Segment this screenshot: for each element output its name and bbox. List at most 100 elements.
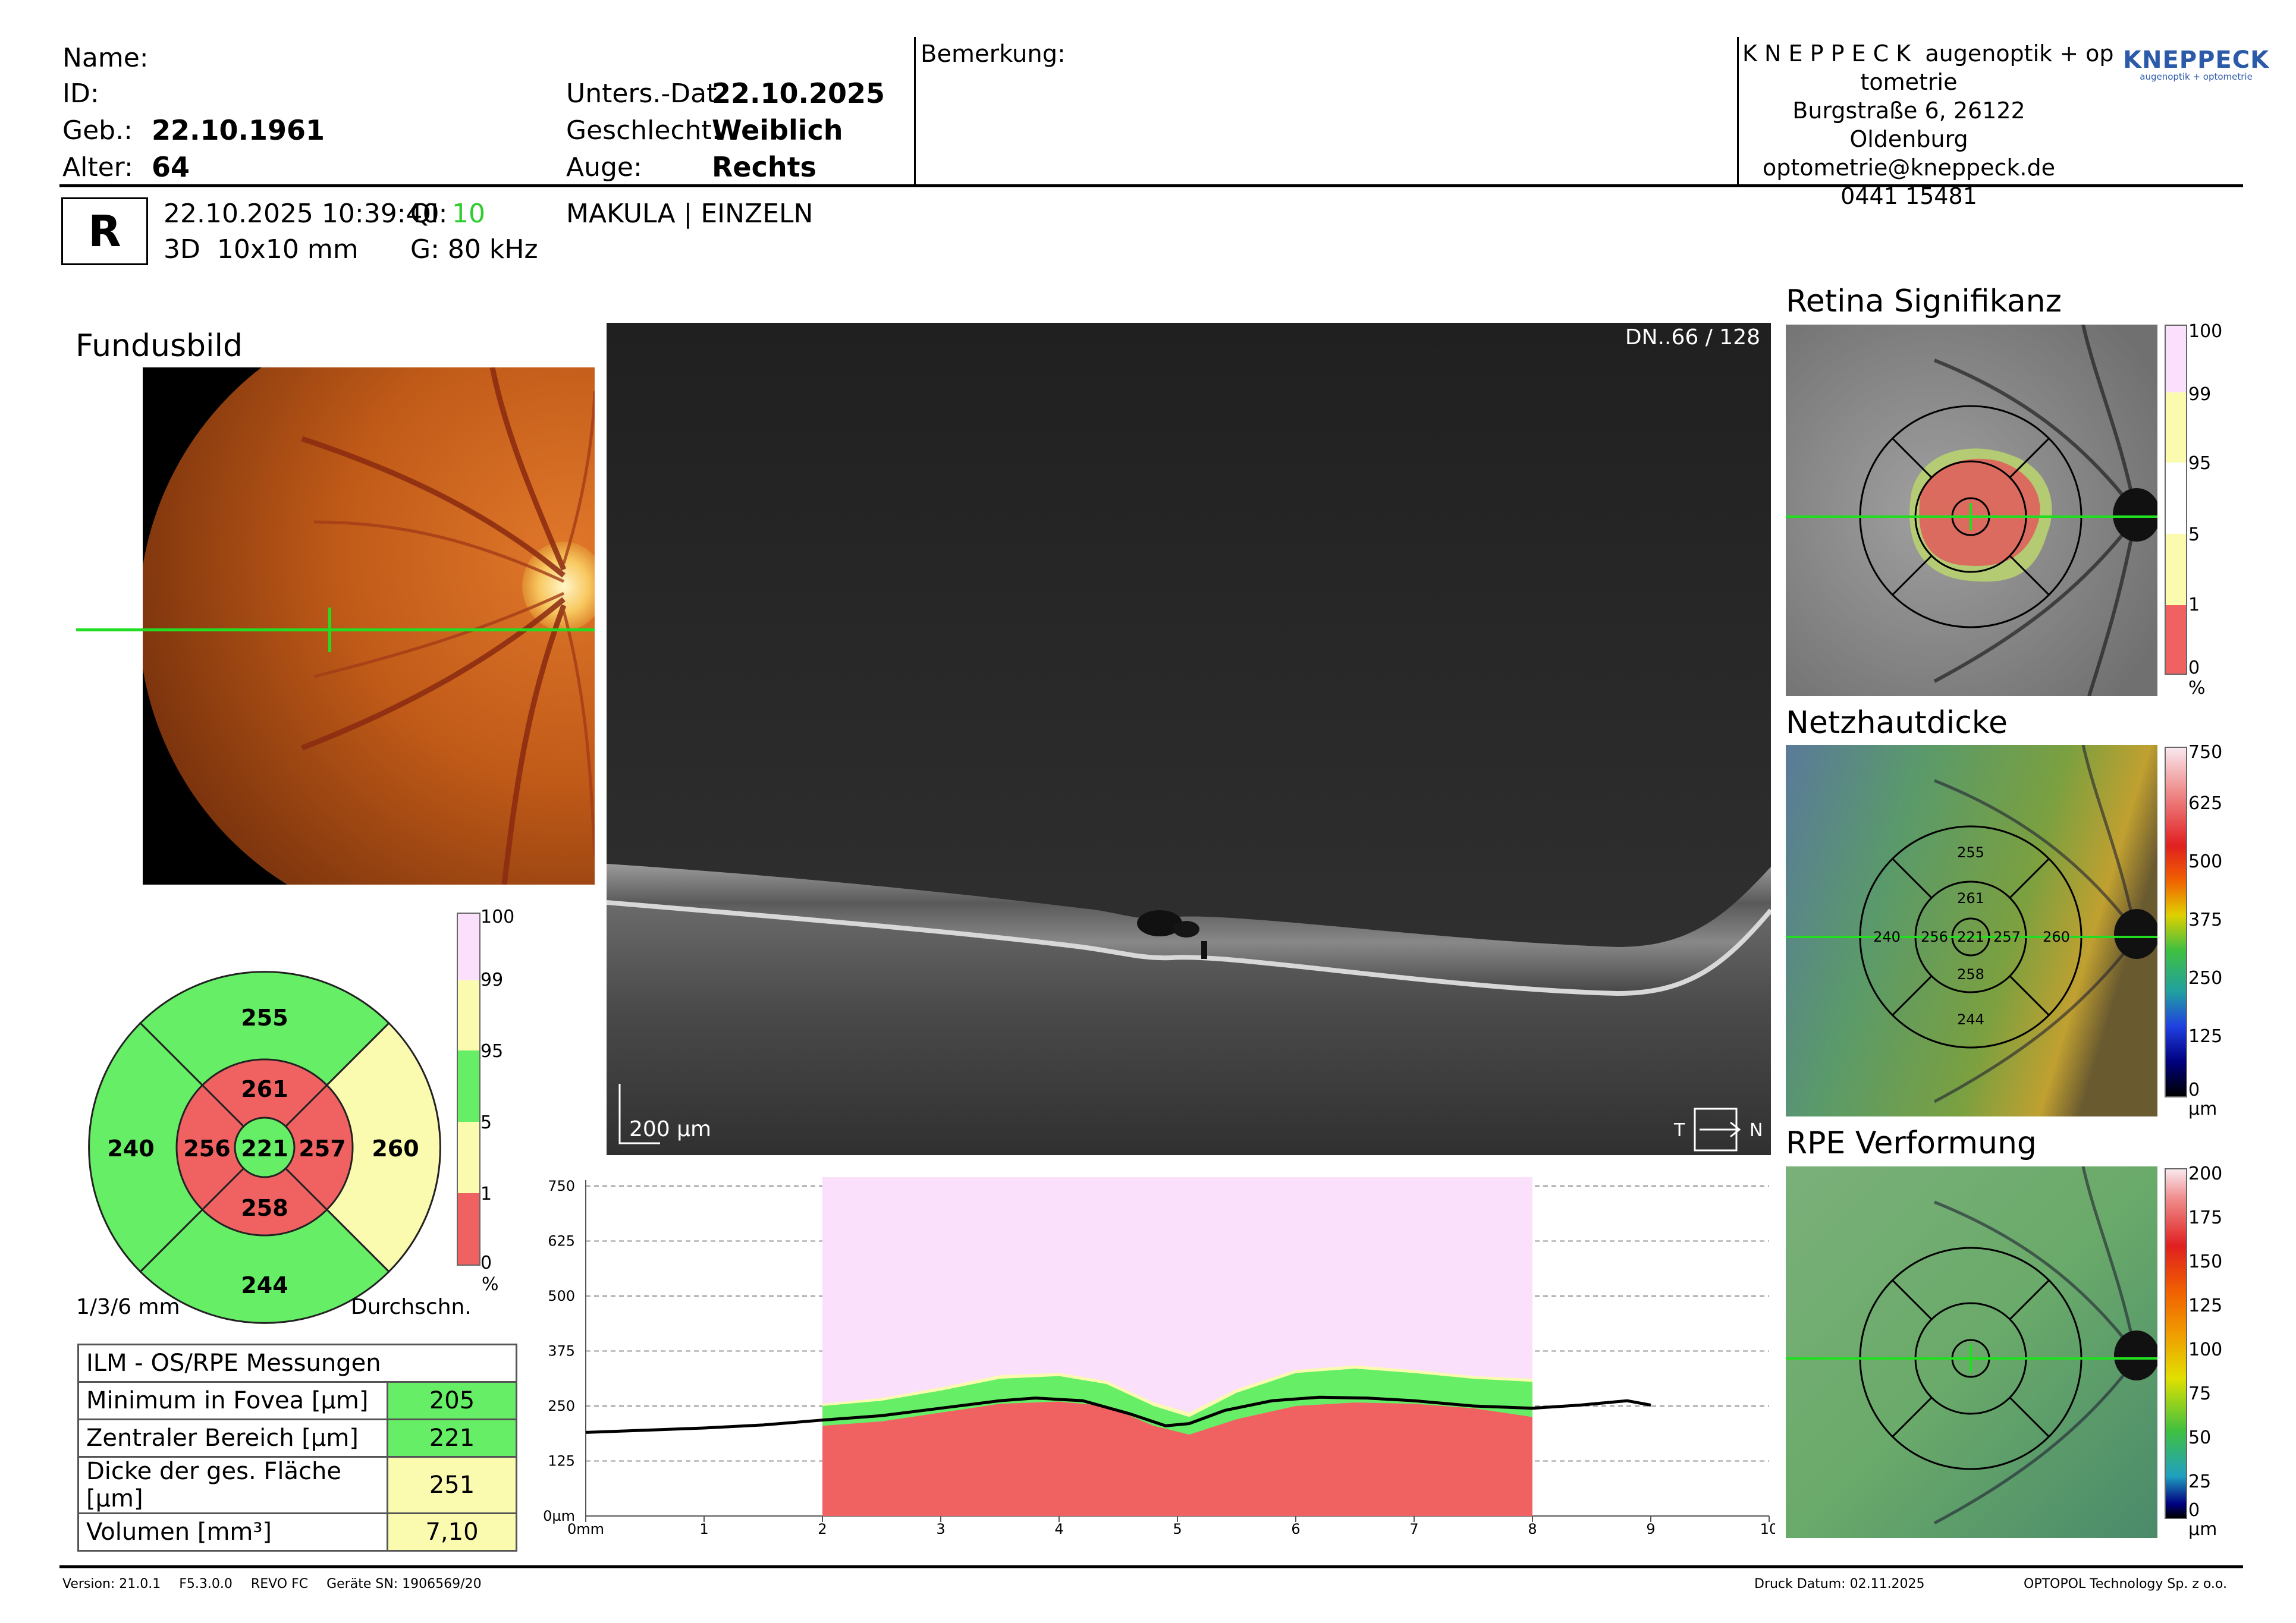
scale-label-100: 100 [480, 907, 515, 927]
tscale-125: 125 [2188, 1026, 2223, 1047]
sig-scale-pct: % [2188, 678, 2206, 699]
eye-value: Rechts [712, 151, 817, 183]
normative-band-red [822, 1401, 1532, 1516]
sex-value: Weiblich [712, 114, 843, 146]
id-label: ID: [62, 78, 99, 109]
y-tick-label: 125 [548, 1453, 575, 1470]
x-tick-label: 1 [699, 1521, 708, 1534]
tmap-outer-nas: 260 [2043, 929, 2070, 945]
y-tick-label: 500 [548, 1288, 575, 1304]
clinic-email: optometrie@kneppeck.de [1763, 155, 2055, 181]
scale-label-1: 1 [480, 1184, 492, 1204]
footer-company: OPTOPOL Technology Sp. z o.o. [2024, 1577, 2227, 1591]
rscale-125: 125 [2188, 1295, 2223, 1316]
footer-device: REVO FC [250, 1577, 309, 1591]
sector-scale-bar [457, 913, 480, 1266]
x-tick-label: 3 [936, 1521, 945, 1534]
clinic-address-block: K N E P P E C K augenoptik + op tometrie… [1742, 39, 2114, 210]
oct-dir-t: T [1673, 1120, 1685, 1141]
scan-speed: G: 80 kHz [410, 234, 538, 265]
clinic-phone: 0441 15481 [1840, 183, 1977, 209]
measurements-title: ILM - OS/RPE Messungen [77, 1344, 517, 1383]
oct-scale-bar [618, 1084, 660, 1144]
footer-print-date: Druck Datum: 02.11.2025 [1754, 1577, 1925, 1591]
exam-date-label: Unters.-Dat [566, 78, 717, 109]
y-tick-label: 0µm [543, 1508, 575, 1524]
tmap-outer-tmp: 240 [1873, 929, 1901, 945]
rpe-map-title: RPE Verformung [1786, 1125, 2037, 1161]
val-inner-superior: 261 [241, 1076, 288, 1102]
x-tick-label: 9 [1646, 1521, 1655, 1534]
thickness-line [585, 1395, 1651, 1434]
y-tick-label: 250 [548, 1398, 575, 1414]
header-divider-2 [1737, 37, 1739, 185]
meas-value: 251 [387, 1456, 517, 1514]
val-center: 221 [241, 1136, 288, 1162]
scan-mode: 3D 10x10 mm [164, 234, 359, 265]
table-row: Volumen [mm³] 7,10 [77, 1512, 517, 1552]
rscale-0: 0 [2188, 1500, 2200, 1521]
tscale-625: 625 [2188, 793, 2223, 814]
fundus-image [143, 367, 595, 885]
rscale-50: 50 [2188, 1427, 2212, 1448]
sector-center [234, 1116, 296, 1178]
table-row: Zentraler Bereich [µm] 221 [77, 1418, 517, 1458]
sig-scale-100: 100 [2188, 321, 2223, 342]
val-inner-inferior: 258 [241, 1195, 288, 1221]
rscale-75: 75 [2188, 1383, 2212, 1404]
rscale-25: 25 [2188, 1471, 2212, 1492]
oct-dir-n: N [1750, 1120, 1763, 1141]
significance-map [1786, 325, 2157, 696]
oct-scale-label: 200 µm [629, 1117, 711, 1141]
age-value: 64 [152, 151, 190, 183]
sig-scale-5: 5 [2188, 524, 2200, 545]
scale-label-95: 95 [480, 1041, 504, 1062]
y-tick-label: 750 [548, 1178, 575, 1194]
header-rule [59, 184, 2243, 187]
thickness-profile-chart: 750 625 500 375 250 125 0µm 0mm 1 2 3 4 5 6 7 8 9 10 [543, 1177, 1775, 1534]
significance-map-title: Retina Signifikanz [1786, 284, 2062, 319]
age-label: Alter: [62, 152, 133, 183]
etdrs-sector-map: 255 240 260 244 261 256 257 258 221 [88, 971, 441, 1324]
sig-scale-99: 99 [2188, 384, 2212, 405]
logo-subtext: augenoptik + optometrie [2140, 71, 2253, 82]
header-divider-1 [914, 37, 916, 185]
meas-label: Zentraler Bereich [µm] [77, 1418, 388, 1458]
x-tick-label: 7 [1409, 1521, 1418, 1534]
sig-scale-0: 0 [2188, 658, 2200, 678]
x-tick-label: 6 [1291, 1521, 1300, 1534]
x-tick-label: 10 [1760, 1521, 1775, 1534]
scale-label-99: 99 [480, 970, 504, 990]
rscale-175: 175 [2188, 1207, 2223, 1228]
clinic-name: K N E P P E C K augenoptik + op [1742, 40, 2114, 67]
tmap-inner-inf: 258 [1957, 966, 1984, 983]
meas-value: 221 [387, 1418, 517, 1458]
val-inner-temporal: 256 [183, 1136, 230, 1162]
tmap-outer-inf: 244 [1957, 1011, 1984, 1028]
remark-label: Bemerkung: [921, 40, 1066, 68]
x-tick-label: 4 [1054, 1521, 1063, 1534]
table-row: Dicke der ges. Fläche [µm] 251 [77, 1456, 517, 1514]
oct-bscan-image: DN..66 / 128 200 µm T N [607, 323, 1771, 1155]
y-tick-label: 375 [548, 1343, 575, 1360]
val-outer-inferior: 244 [241, 1272, 288, 1298]
tmap-center: 221 [1957, 929, 1984, 945]
fundus-scan-marker [328, 608, 331, 652]
logo-text: KNEPPECK [2123, 46, 2270, 74]
val-inner-nasal: 257 [299, 1136, 346, 1162]
rpe-map [1786, 1166, 2157, 1538]
dob-value: 22.10.1961 [152, 114, 325, 146]
clinic-logo: KNEPPECK augenoptik + optometrie [2123, 46, 2269, 82]
y-tick-label: 625 [548, 1233, 575, 1250]
tmap-inner-nas: 257 [1993, 929, 2021, 945]
thickness-map: 255 261 240 256 221 257 260 258 244 [1786, 745, 2157, 1116]
meas-label: Volumen [mm³] [77, 1512, 388, 1552]
x-tick-label: 2 [818, 1521, 827, 1534]
rscale-100: 100 [2188, 1339, 2223, 1360]
clinic-name-cont: tometrie [1860, 69, 1958, 95]
thickness-scale-bar [2165, 747, 2187, 1097]
x-tick-label: 8 [1528, 1521, 1537, 1534]
x-tick-label: 5 [1173, 1521, 1182, 1534]
name-label: Name: [62, 43, 149, 73]
scan-datetime: 22.10.2025 10:39:40 [164, 199, 439, 229]
